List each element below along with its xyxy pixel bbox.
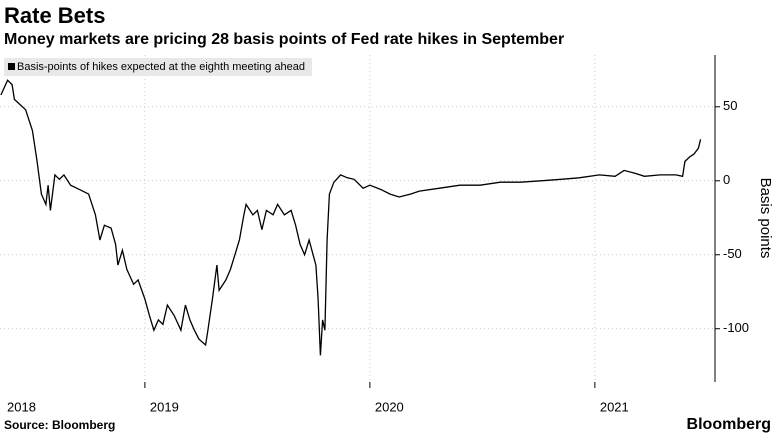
y-tick-label: -50 bbox=[723, 246, 742, 261]
source: Source: Bloomberg bbox=[4, 418, 115, 432]
line bbox=[0, 79, 702, 356]
x-tick-label: 2018 bbox=[7, 399, 36, 414]
x-tick-label: 2020 bbox=[375, 399, 404, 414]
chart-subtitle: Money markets are pricing 28 basis point… bbox=[4, 31, 564, 48]
x-tick-label: 2021 bbox=[600, 399, 629, 414]
x-tick-label: 2019 bbox=[150, 399, 179, 414]
y-tick-label: 50 bbox=[723, 98, 737, 113]
y-axis-label: Basis points bbox=[757, 178, 774, 259]
chart-title: Rate Bets bbox=[4, 3, 105, 28]
brand: Bloomberg bbox=[687, 416, 771, 433]
y-tick-label: 0 bbox=[723, 172, 730, 187]
legend-swatch bbox=[8, 63, 15, 70]
legend-box bbox=[4, 58, 313, 76]
legend-label: Basis-points of hikes expected at the ei… bbox=[17, 61, 305, 73]
y-tick-label: -100 bbox=[723, 320, 749, 335]
